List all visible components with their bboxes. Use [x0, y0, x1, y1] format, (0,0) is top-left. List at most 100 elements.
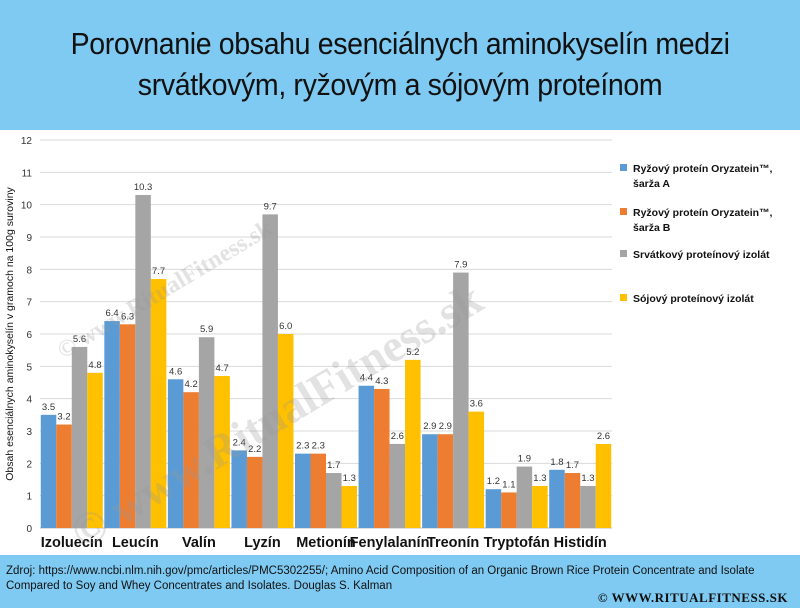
footer-brand: © WWW.RITUALFITNESS.SK [597, 590, 788, 605]
data-label: 1.7 [566, 460, 579, 471]
data-label: 1.1 [502, 479, 515, 490]
x-tick-label: Treonín [427, 535, 479, 551]
data-label: 4.4 [360, 373, 373, 384]
source-citation: Zdroj: https://www.ncbi.nlm.nih.gov/pmc/… [6, 565, 755, 592]
data-label: 7.9 [454, 260, 467, 271]
data-label: 1.3 [533, 473, 546, 484]
bar [564, 473, 581, 528]
bar [453, 272, 469, 528]
bar [71, 346, 88, 528]
bar [119, 324, 136, 528]
data-label: 10.3 [134, 182, 153, 193]
bar [135, 194, 151, 528]
y-tick-label: 4 [26, 395, 32, 406]
bar [374, 388, 390, 528]
x-tick-label: Lyzín [244, 535, 281, 551]
x-tick-label: Valín [182, 535, 216, 551]
footer: Zdroj: https://www.ncbi.nlm.nih.gov/pmc/… [0, 560, 800, 608]
data-label: 6.4 [105, 308, 118, 319]
bar [167, 379, 184, 528]
bar [389, 443, 406, 528]
y-tick-label: 10 [21, 201, 33, 212]
bar [150, 279, 167, 528]
bar [341, 485, 357, 528]
data-label: 4.6 [169, 366, 182, 377]
bar [277, 334, 294, 528]
bar [295, 453, 311, 528]
x-tick-label: Histidín [554, 535, 607, 551]
chart-title-line-1: Porovnanie obsahu esenciálnych aminokyse… [70, 26, 730, 61]
data-label: 1.2 [487, 476, 500, 487]
bar [262, 214, 278, 528]
x-tick-label: Metionín [296, 535, 356, 551]
y-tick-label: 6 [26, 330, 32, 341]
data-label: 5.2 [406, 347, 419, 358]
y-tick-label: 8 [26, 265, 32, 276]
bar [104, 321, 120, 528]
bar [310, 453, 326, 528]
data-label: 9.7 [264, 201, 277, 212]
y-tick-label: 9 [26, 233, 32, 244]
x-tick-label: Leucín [112, 535, 159, 551]
bar [532, 485, 548, 528]
legend-swatch [620, 250, 627, 257]
bar [485, 489, 502, 528]
y-tick-label: 2 [26, 459, 32, 470]
y-tick-label: 12 [21, 136, 33, 147]
bar [595, 443, 612, 528]
y-axis-label: Obsah esenciálnych aminokyselín v gramoc… [4, 186, 16, 480]
data-label: 1.3 [581, 473, 594, 484]
bar [516, 466, 533, 528]
bar [358, 385, 375, 528]
legend-entry-label: Sójový proteínový izolát [633, 293, 754, 305]
y-tick-label: 3 [26, 427, 32, 438]
bar [326, 473, 342, 528]
bar [183, 392, 199, 528]
data-label: 3.5 [42, 402, 55, 413]
legend-swatch [620, 294, 627, 301]
data-label: 1.9 [518, 454, 531, 465]
bar [580, 485, 596, 528]
title-bar: Porovnanie obsahu esenciálnych aminokyse… [0, 0, 800, 128]
data-label: 2.2 [248, 444, 261, 455]
bar [468, 411, 485, 528]
data-label: 3.2 [57, 412, 70, 423]
data-label: 2.6 [597, 431, 610, 442]
data-label: 2.4 [233, 437, 246, 448]
data-label: 1.8 [550, 457, 563, 468]
data-label: 3.6 [470, 399, 483, 410]
bar [422, 434, 438, 528]
data-label: 6.0 [279, 321, 292, 332]
bar [246, 456, 263, 528]
legend-entry-label: Srvátkový proteínový izolát [633, 249, 770, 261]
data-label: 5.9 [200, 324, 213, 335]
legend-entry-label: Ryžový proteín Oryzatein™, [633, 163, 773, 175]
data-label: 2.6 [391, 431, 404, 442]
bar [549, 469, 565, 528]
legend-entry-label: Ryžový proteín Oryzatein™, [633, 207, 773, 219]
bar [198, 337, 215, 528]
y-tick-label: 7 [26, 298, 32, 309]
data-label: 2.3 [312, 441, 325, 452]
x-tick-label: Izoluecín [41, 535, 103, 551]
data-label: 5.6 [73, 334, 86, 345]
y-tick-label: 5 [26, 362, 32, 373]
data-label: 4.2 [185, 379, 198, 390]
y-tick-label: 11 [22, 168, 33, 179]
bar [56, 424, 72, 528]
bar [437, 434, 454, 528]
data-label: 6.3 [121, 311, 134, 322]
y-tick-label: 1 [26, 492, 32, 503]
legend-swatch [620, 164, 627, 171]
bar [87, 372, 103, 528]
bar [405, 359, 421, 528]
legend-entry-label: šarža B [633, 222, 671, 234]
data-label: 1.7 [327, 460, 340, 471]
data-label: 4.3 [375, 376, 388, 387]
data-label: 2.3 [296, 441, 309, 452]
x-tick-label: Tryptofán [484, 535, 550, 551]
legend-swatch [620, 208, 627, 215]
data-label: 4.8 [88, 360, 101, 371]
data-label: 4.7 [216, 363, 229, 374]
